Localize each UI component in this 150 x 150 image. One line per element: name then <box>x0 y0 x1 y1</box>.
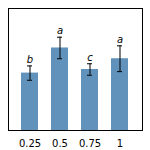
svg-text:a: a <box>117 34 123 45</box>
svg-text:a: a <box>57 25 63 36</box>
svg-text:1: 1 <box>117 138 123 149</box>
svg-text:b: b <box>27 54 33 65</box>
svg-text:0.5: 0.5 <box>52 138 68 149</box>
svg-text:0.25: 0.25 <box>19 138 41 149</box>
svg-text:0.75: 0.75 <box>79 138 101 149</box>
svg-text:c: c <box>87 52 93 63</box>
